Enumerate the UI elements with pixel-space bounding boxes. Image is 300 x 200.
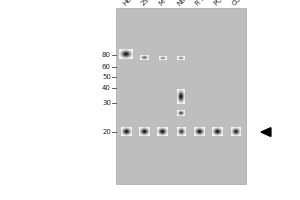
Text: PC-12: PC-12 bbox=[213, 0, 232, 7]
Text: R brain: R brain bbox=[195, 0, 217, 7]
Text: HeLa: HeLa bbox=[122, 0, 138, 7]
Text: 60: 60 bbox=[102, 64, 111, 70]
Text: COS-7: COS-7 bbox=[231, 0, 251, 7]
Text: 80: 80 bbox=[102, 52, 111, 58]
Polygon shape bbox=[261, 128, 271, 136]
Text: 50: 50 bbox=[102, 74, 111, 80]
Bar bbox=[116, 8, 246, 184]
Text: 30: 30 bbox=[102, 100, 111, 106]
Text: NIH/3T3: NIH/3T3 bbox=[176, 0, 201, 7]
Text: M brain: M brain bbox=[158, 0, 181, 7]
Text: 40: 40 bbox=[102, 85, 111, 91]
Text: 293: 293 bbox=[140, 0, 154, 7]
Text: 20: 20 bbox=[102, 129, 111, 135]
